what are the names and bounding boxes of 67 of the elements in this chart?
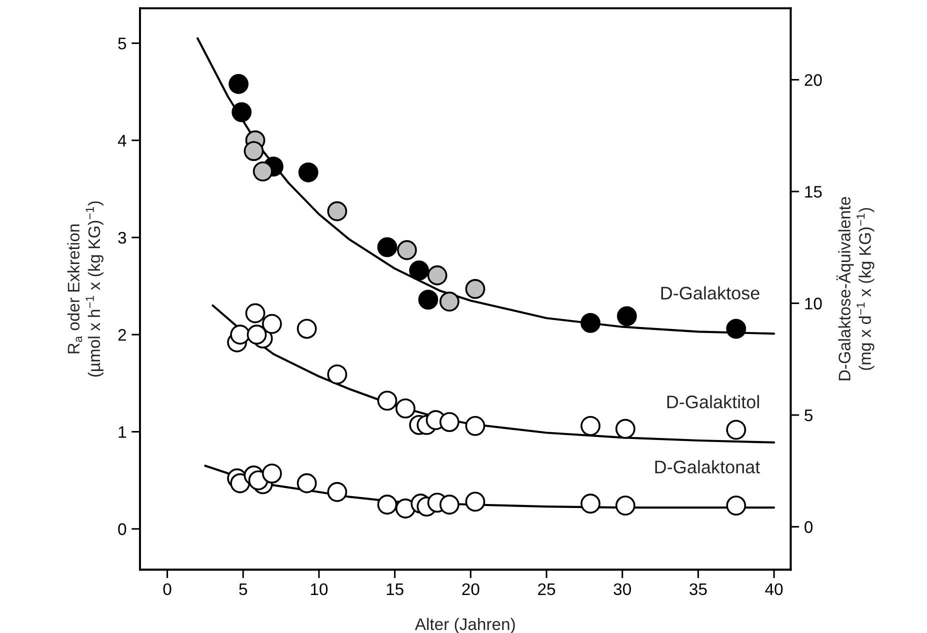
point — [395, 398, 416, 418]
x-tick-label: 5 — [239, 584, 248, 596]
line-series — [196, 37, 776, 335]
annotation: D-Galaktose — [661, 286, 760, 300]
y2-tick-label: 15 — [805, 186, 822, 198]
x-tick-label: 10 — [310, 583, 328, 596]
x-tick-label: 0 — [163, 583, 172, 596]
point — [427, 265, 448, 286]
x-tick-label: 25 — [538, 583, 556, 596]
y2-tick-label: 10 — [805, 298, 822, 310]
point — [262, 314, 282, 334]
point — [327, 201, 348, 222]
y2-tick-label: 5 — [804, 410, 812, 422]
point — [245, 303, 266, 324]
point — [439, 494, 460, 515]
point — [726, 420, 746, 440]
x-tick-label: 35 — [690, 583, 707, 596]
point — [252, 161, 273, 182]
annotation: D-Galaktitol — [667, 395, 759, 408]
y-tick-label: 2 — [118, 329, 126, 341]
x-tick-label: 30 — [614, 583, 631, 596]
point — [439, 412, 460, 432]
point — [298, 162, 318, 182]
point — [327, 482, 348, 502]
y-axis-title: R$_{a}$ oder Exkretion (µmol x h$^{−1}$ x (kg KG)$^{−1}$) — [67, 201, 104, 377]
point — [377, 494, 398, 515]
point — [465, 279, 486, 299]
point — [396, 240, 417, 260]
point — [296, 318, 317, 339]
y-tick-label: 4 — [118, 134, 126, 146]
point — [616, 306, 637, 326]
point — [377, 390, 398, 411]
y-tick-label: 5 — [118, 38, 126, 50]
point — [465, 416, 486, 436]
y-tick-label: 0 — [118, 523, 126, 536]
point — [296, 473, 317, 494]
point — [232, 102, 252, 122]
x-tick-label: 40 — [765, 583, 783, 596]
point — [262, 464, 282, 484]
y2-tick-label: 20 — [804, 74, 822, 86]
y-tick-label: 1 — [118, 426, 126, 438]
point — [377, 237, 398, 258]
point — [439, 292, 460, 312]
point — [244, 141, 264, 161]
point — [580, 416, 600, 436]
x-tick-label: 15 — [386, 584, 404, 596]
point — [327, 364, 348, 384]
line-series — [212, 304, 776, 444]
y2-tick-label: 0 — [804, 521, 813, 533]
annotation: D-Galaktonat — [655, 460, 760, 474]
point — [418, 290, 438, 310]
point — [580, 313, 600, 333]
y-tick-label: 3 — [118, 232, 126, 244]
y2-axis-title: D-Galaktose-Äquivalente (mg x d$^{−1}$ x (kg KG)$^{−1}$) — [836, 197, 874, 380]
point — [580, 494, 600, 514]
x-tick-label: 20 — [462, 583, 480, 596]
x-axis-title: Alter (Jahren) — [414, 618, 515, 633]
point — [726, 496, 746, 516]
point — [615, 496, 636, 516]
point — [409, 260, 430, 280]
point — [465, 492, 486, 512]
point — [726, 318, 746, 339]
point — [395, 498, 416, 518]
point — [230, 324, 250, 345]
point — [615, 418, 636, 439]
point — [228, 74, 249, 94]
point — [246, 324, 267, 345]
